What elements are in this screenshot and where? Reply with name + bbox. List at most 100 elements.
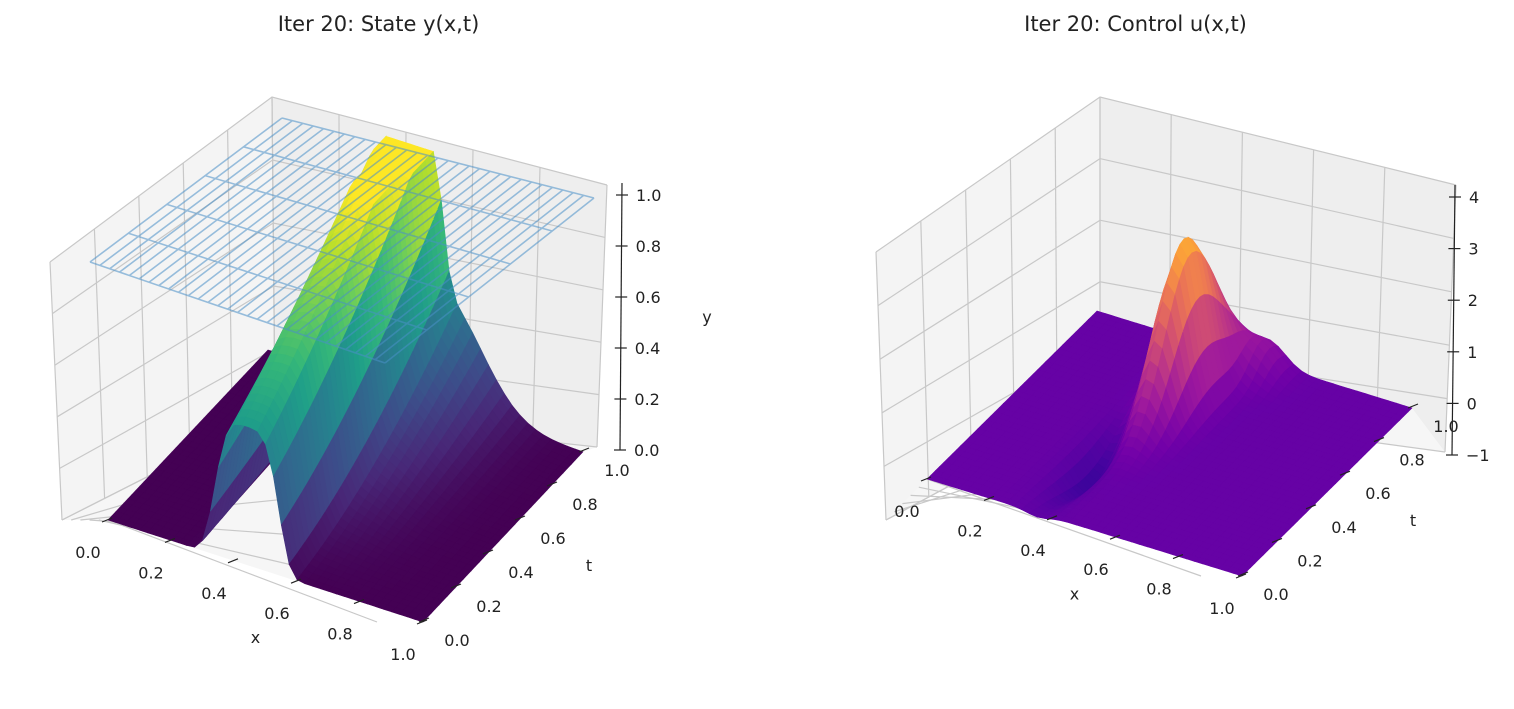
state-surface-plot: 0.0 0.2 0.4 0.6 0.8 1.0 x 0.0 0.2 0.4 0.6 0.8 1.0 t 0.… [49,96,712,664]
wireframe-line [237,157,439,314]
wireframe-line [335,184,543,347]
t-tick-label: 0.4 [508,563,533,582]
t-tick-mark [1373,437,1385,443]
control-plot-panel: Iter 20: Control u(x,t) 0.0 0.2 0.4 0.6 0.8 1… [757,0,1514,709]
z-tick-label: 0.4 [635,339,660,358]
grid-line [1375,167,1386,443]
wireframe-line [158,136,356,287]
wireframe-line [138,130,335,280]
grid-line [881,281,1450,414]
x-axis-label: x [251,628,260,647]
state-plot-panel: Iter 20: State y(x,t) 0.0 0.2 0.4 0.6 0.8 1.0… [49,12,712,664]
wireframe-line [246,160,449,317]
x-tick-mark [920,476,932,482]
t-tick-mark [514,515,526,521]
wireframe-line [266,165,470,324]
wireframe-line [325,181,533,344]
z-tick-label: 3 [1468,240,1478,259]
wireframe-line [345,186,553,351]
wireframe-line [128,232,428,331]
wireframe-line [384,197,595,364]
grid-line [875,251,887,521]
z-tick-label: 0.8 [636,237,661,256]
wireframe-line [128,128,325,277]
x-tick-label: 0.2 [138,563,163,582]
wireframe-line [148,133,345,283]
wireframe-line [315,178,522,341]
x-tick-mark [353,599,365,605]
t-tick-mark [546,481,558,487]
grid-line [877,157,1454,307]
x-tick-mark [983,495,995,501]
x-tick-label: 0.4 [201,584,226,603]
x-tick-mark [1235,573,1247,579]
wireframe-line [119,125,314,273]
grid-line [56,285,602,418]
wireframe-line [178,141,377,293]
z-tick-label: 2 [1468,291,1478,310]
wireframe-line [296,173,501,334]
x-tick-label: 0.6 [264,604,289,623]
grid-line [920,220,930,498]
surface-mesh [926,236,1413,577]
x-tick-mark [1109,534,1121,540]
grid-line [138,195,148,477]
wireframe-line [166,203,469,298]
wireframe-line [227,154,429,310]
x-tick-mark [1046,515,1058,521]
grid-line [875,96,1457,253]
t-tick-label: 0.0 [444,631,469,650]
x-tick-mark [416,619,428,625]
grid-line [49,96,608,263]
z-axis-label: y [702,308,711,327]
t-tick-label: 0.4 [1331,518,1356,537]
t-tick-label: 0.6 [540,529,565,548]
wireframe-line [243,146,553,232]
x-tick-mark [1172,554,1184,560]
z-axis-line [619,182,623,451]
t-tick-label: 0.2 [476,597,501,616]
x-tick-mark [227,558,239,564]
t-tick-mark [482,549,494,555]
x-tick-mark [290,578,302,584]
axes [101,182,628,625]
state-plot-title: Iter 20: State y(x,t) [277,12,480,36]
t-tick-label: 1.0 [1433,417,1458,436]
t-tick-label: 0.8 [572,495,597,514]
grid-line [49,261,63,521]
wireframe-line [89,261,386,364]
t-tick-mark [1339,470,1351,476]
wireframe-line [256,162,460,320]
x-tick-label: 1.0 [1209,599,1234,618]
x-tick-mark [101,517,113,523]
grid-line [227,129,233,434]
control-surface-plot: 0.0 0.2 0.4 0.6 0.8 1.0 x 0.0 0.2 0.4 0.6 0.8 1.0 t −1… [875,96,1490,618]
x-tick-label: 0.2 [957,521,982,540]
grid-line [879,219,1452,360]
z-tick-label: 0.0 [634,441,659,460]
control-plot-title: Iter 20: Control u(x,t) [1024,12,1247,36]
x-tick-label: 0.6 [1083,560,1108,579]
wireframe-line [305,176,512,337]
x-tick-mark [164,537,176,543]
target-wireframe [89,117,595,364]
z-tick-label: 1 [1467,343,1477,362]
wireframe-line [364,192,574,357]
x-tick-label: 1.0 [390,645,415,664]
t-axis-label: t [586,556,592,575]
wireframe-line [168,138,366,290]
t-tick-mark [1237,571,1249,577]
wireframe-line [276,168,481,327]
wireframe-line [281,117,595,199]
t-tick-mark [450,583,462,589]
x-axis-label: x [1070,585,1079,604]
t-tick-mark [1305,504,1317,510]
wireframe-line [89,117,283,263]
wireframe-line [286,170,491,330]
wireframe-line [217,152,418,307]
t-tick-label: 1.0 [604,461,629,480]
x-tick-label: 0.8 [327,625,352,644]
grid-line [926,478,1202,577]
t-tick-label: 0.2 [1297,551,1322,570]
t-tick-mark [578,447,590,453]
